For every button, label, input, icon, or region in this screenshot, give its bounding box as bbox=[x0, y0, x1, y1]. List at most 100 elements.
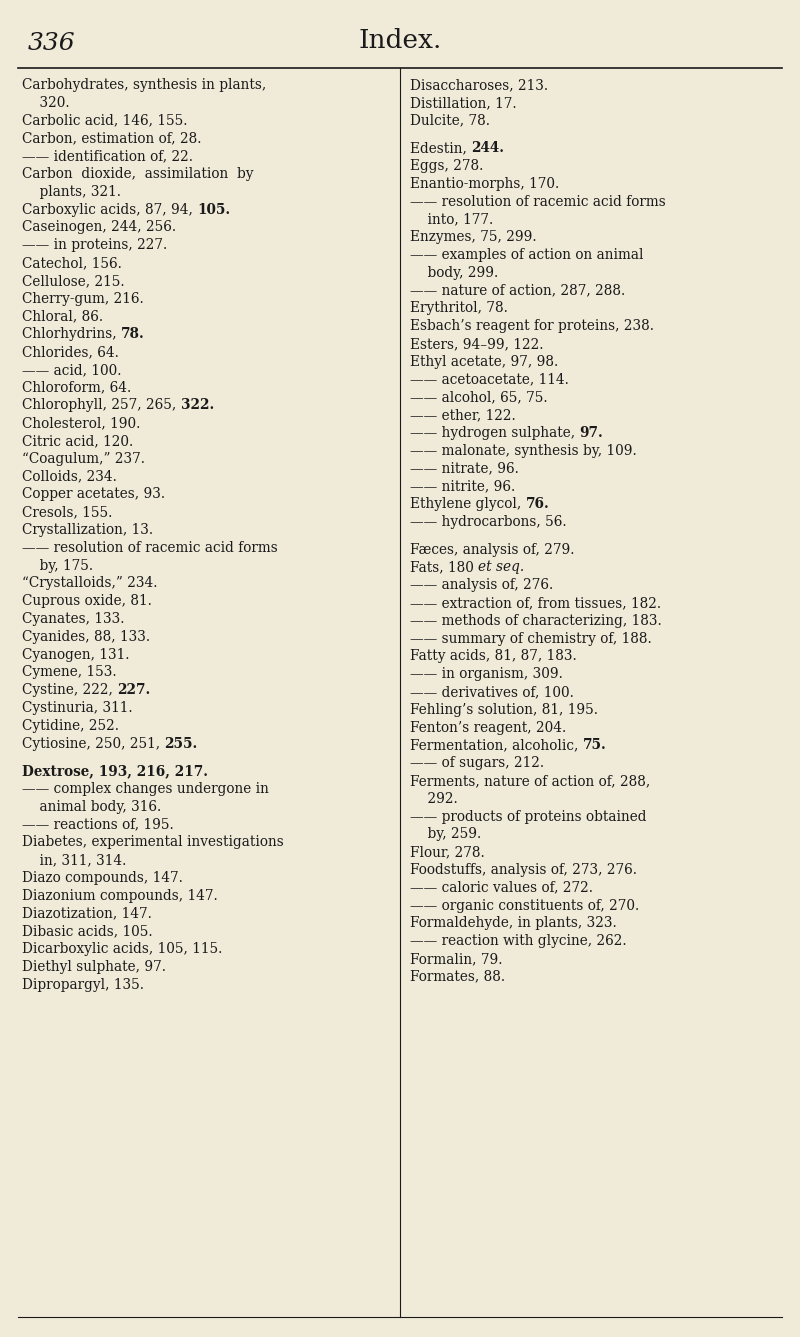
Text: Diabetes, experimental investigations: Diabetes, experimental investigations bbox=[22, 836, 284, 849]
Text: Dipropargyl, 135.: Dipropargyl, 135. bbox=[22, 977, 144, 992]
Text: Index.: Index. bbox=[358, 28, 442, 53]
Text: —— extraction of, from tissues, 182.: —— extraction of, from tissues, 182. bbox=[410, 596, 661, 610]
Text: Carbon, estimation of, 28.: Carbon, estimation of, 28. bbox=[22, 131, 202, 146]
Text: 227.: 227. bbox=[118, 683, 150, 697]
Text: Chlorides, 64.: Chlorides, 64. bbox=[22, 345, 119, 360]
Text: Citric acid, 120.: Citric acid, 120. bbox=[22, 435, 134, 448]
Text: Colloids, 234.: Colloids, 234. bbox=[22, 469, 117, 484]
Text: —— nitrate, 96.: —— nitrate, 96. bbox=[410, 461, 519, 476]
Text: into, 177.: into, 177. bbox=[410, 213, 494, 226]
Text: Erythritol, 78.: Erythritol, 78. bbox=[410, 301, 508, 316]
Text: Carboxylic acids, 87, 94,: Carboxylic acids, 87, 94, bbox=[22, 203, 198, 217]
Text: Carbon  dioxide,  assimilation  by: Carbon dioxide, assimilation by bbox=[22, 167, 254, 180]
Text: —— acid, 100.: —— acid, 100. bbox=[22, 362, 122, 377]
Text: Cytidine, 252.: Cytidine, 252. bbox=[22, 719, 119, 733]
Text: Fatty acids, 81, 87, 183.: Fatty acids, 81, 87, 183. bbox=[410, 650, 577, 663]
Text: Diazonium compounds, 147.: Diazonium compounds, 147. bbox=[22, 889, 218, 902]
Text: Cherry-gum, 216.: Cherry-gum, 216. bbox=[22, 291, 144, 306]
Text: —— resolution of racemic acid forms: —— resolution of racemic acid forms bbox=[410, 195, 666, 209]
Text: 78.: 78. bbox=[121, 328, 145, 341]
Text: Chlorophyll, 257, 265,: Chlorophyll, 257, 265, bbox=[22, 398, 181, 412]
Text: Dibasic acids, 105.: Dibasic acids, 105. bbox=[22, 924, 153, 939]
Text: —— nature of action, 287, 288.: —— nature of action, 287, 288. bbox=[410, 283, 626, 298]
Text: Fehling’s solution, 81, 195.: Fehling’s solution, 81, 195. bbox=[410, 703, 598, 717]
Text: —— caloric values of, 272.: —— caloric values of, 272. bbox=[410, 881, 593, 894]
Text: Cyanates, 133.: Cyanates, 133. bbox=[22, 612, 125, 626]
Text: 322.: 322. bbox=[181, 398, 214, 412]
Text: Cellulose, 215.: Cellulose, 215. bbox=[22, 274, 125, 287]
Text: Copper acetates, 93.: Copper acetates, 93. bbox=[22, 488, 165, 501]
Text: Fenton’s reagent, 204.: Fenton’s reagent, 204. bbox=[410, 721, 566, 734]
Text: 105.: 105. bbox=[198, 203, 230, 217]
Text: —— organic constituents of, 270.: —— organic constituents of, 270. bbox=[410, 898, 639, 913]
Text: —— reactions of, 195.: —— reactions of, 195. bbox=[22, 818, 174, 832]
Text: —— hydrocarbons, 56.: —— hydrocarbons, 56. bbox=[410, 515, 566, 529]
Text: Ferments, nature of action of, 288,: Ferments, nature of action of, 288, bbox=[410, 774, 650, 787]
Text: Dicarboxylic acids, 105, 115.: Dicarboxylic acids, 105, 115. bbox=[22, 943, 222, 956]
Text: 320.: 320. bbox=[22, 96, 70, 110]
Text: 244.: 244. bbox=[471, 142, 504, 155]
Text: Chloroform, 64.: Chloroform, 64. bbox=[22, 381, 131, 394]
Text: Chloral, 86.: Chloral, 86. bbox=[22, 309, 103, 324]
Text: Caseinogen, 244, 256.: Caseinogen, 244, 256. bbox=[22, 221, 176, 234]
Text: —— examples of action on animal: —— examples of action on animal bbox=[410, 247, 643, 262]
Text: —— acetoacetate, 114.: —— acetoacetate, 114. bbox=[410, 373, 569, 386]
Text: Formaldehyde, in plants, 323.: Formaldehyde, in plants, 323. bbox=[410, 916, 617, 931]
Text: Formalin, 79.: Formalin, 79. bbox=[410, 952, 502, 965]
Text: Cyanogen, 131.: Cyanogen, 131. bbox=[22, 647, 130, 662]
Text: —— reaction with glycine, 262.: —— reaction with glycine, 262. bbox=[410, 935, 626, 948]
Text: 336: 336 bbox=[28, 32, 76, 55]
Text: —— nitrite, 96.: —— nitrite, 96. bbox=[410, 480, 515, 493]
Text: Diazotization, 147.: Diazotization, 147. bbox=[22, 906, 152, 921]
Text: “Coagulum,” 237.: “Coagulum,” 237. bbox=[22, 452, 145, 465]
Text: —— summary of chemistry of, 188.: —— summary of chemistry of, 188. bbox=[410, 631, 652, 646]
Text: Cystinuria, 311.: Cystinuria, 311. bbox=[22, 701, 133, 715]
Text: 97.: 97. bbox=[579, 427, 603, 440]
Text: Disaccharoses, 213.: Disaccharoses, 213. bbox=[410, 78, 548, 92]
Text: Ethyl acetate, 97, 98.: Ethyl acetate, 97, 98. bbox=[410, 354, 558, 369]
Text: —— analysis of, 276.: —— analysis of, 276. bbox=[410, 578, 554, 592]
Text: Esters, 94–99, 122.: Esters, 94–99, 122. bbox=[410, 337, 543, 352]
Text: —— in organism, 309.: —— in organism, 309. bbox=[410, 667, 563, 681]
Text: Enantio-morphs, 170.: Enantio-morphs, 170. bbox=[410, 176, 559, 191]
Text: Carbolic acid, 146, 155.: Carbolic acid, 146, 155. bbox=[22, 114, 187, 127]
Text: —— malonate, synthesis by, 109.: —— malonate, synthesis by, 109. bbox=[410, 444, 637, 457]
Text: Diethyl sulphate, 97.: Diethyl sulphate, 97. bbox=[22, 960, 166, 973]
Text: Edestin,: Edestin, bbox=[410, 142, 471, 155]
Text: 255.: 255. bbox=[165, 737, 198, 750]
Text: —— alcohol, 65, 75.: —— alcohol, 65, 75. bbox=[410, 390, 548, 404]
Text: Chlorhydrins,: Chlorhydrins, bbox=[22, 328, 121, 341]
Text: —— methods of characterizing, 183.: —— methods of characterizing, 183. bbox=[410, 614, 662, 628]
Text: —— ether, 122.: —— ether, 122. bbox=[410, 408, 516, 422]
Text: —— derivatives of, 100.: —— derivatives of, 100. bbox=[410, 685, 574, 699]
Text: —— hydrogen sulphate,: —— hydrogen sulphate, bbox=[410, 427, 579, 440]
Text: Cresols, 155.: Cresols, 155. bbox=[22, 505, 112, 519]
Text: Ethylene glycol,: Ethylene glycol, bbox=[410, 497, 526, 511]
Text: —— identification of, 22.: —— identification of, 22. bbox=[22, 150, 193, 163]
Text: Catechol, 156.: Catechol, 156. bbox=[22, 255, 122, 270]
Text: Esbach’s reagent for proteins, 238.: Esbach’s reagent for proteins, 238. bbox=[410, 320, 654, 333]
Text: Dextrose, 193, 216, 217.: Dextrose, 193, 216, 217. bbox=[22, 765, 208, 778]
Text: —— of sugars, 212.: —— of sugars, 212. bbox=[410, 757, 544, 770]
Text: Fats, 180: Fats, 180 bbox=[410, 560, 478, 575]
Text: Eggs, 278.: Eggs, 278. bbox=[410, 159, 483, 172]
Text: 75.: 75. bbox=[582, 738, 606, 753]
Text: Enzymes, 75, 299.: Enzymes, 75, 299. bbox=[410, 230, 537, 245]
Text: Dulcite, 78.: Dulcite, 78. bbox=[410, 114, 490, 127]
Text: Cholesterol, 190.: Cholesterol, 190. bbox=[22, 416, 140, 431]
Text: —— products of proteins obtained: —— products of proteins obtained bbox=[410, 810, 646, 824]
Text: by, 175.: by, 175. bbox=[22, 559, 93, 572]
Text: Fæces, analysis of, 279.: Fæces, analysis of, 279. bbox=[410, 543, 574, 556]
Text: Cymene, 153.: Cymene, 153. bbox=[22, 666, 117, 679]
Text: —— complex changes undergone in: —— complex changes undergone in bbox=[22, 782, 269, 796]
Text: —— resolution of racemic acid forms: —— resolution of racemic acid forms bbox=[22, 540, 278, 555]
Text: —— in proteins, 227.: —— in proteins, 227. bbox=[22, 238, 167, 253]
Text: Fermentation, alcoholic,: Fermentation, alcoholic, bbox=[410, 738, 582, 753]
Text: Cystine, 222,: Cystine, 222, bbox=[22, 683, 118, 697]
Text: plants, 321.: plants, 321. bbox=[22, 185, 121, 199]
Text: Foodstuffs, analysis of, 273, 276.: Foodstuffs, analysis of, 273, 276. bbox=[410, 862, 637, 877]
Text: in, 311, 314.: in, 311, 314. bbox=[22, 853, 126, 868]
Text: 76.: 76. bbox=[526, 497, 550, 511]
Text: by, 259.: by, 259. bbox=[410, 828, 482, 841]
Text: Distillation, 17.: Distillation, 17. bbox=[410, 96, 517, 110]
